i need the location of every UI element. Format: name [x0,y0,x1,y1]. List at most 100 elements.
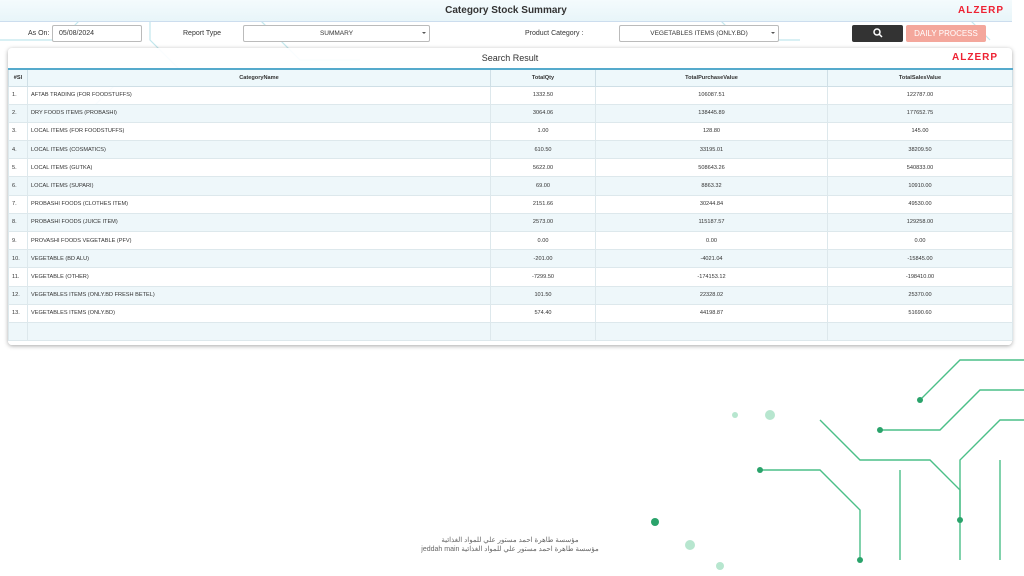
table-cell: 0.00 [490,230,596,251]
table-cell: DRY FOODS ITEMS (PROBASHI) [27,103,491,123]
daily-process-button[interactable]: DAILY PROCESS [906,25,986,42]
panel-logo: ALZERP [952,52,998,63]
table-cell [827,321,1013,342]
table-cell: VEGETABLES ITEMS (ONLY.BD FRESH BETEL) [27,285,491,305]
table-cell: PROBASHI FOODS (CLOTHES ITEM) [27,194,491,214]
table-cell: 30244.84 [595,194,828,214]
table-cell: 0.00 [595,230,828,251]
table-cell: AFTAB TRADING (FOR FOODSTUFFS) [27,85,491,105]
table-cell: 9. [8,230,28,251]
table-cell: 33195.01 [595,140,828,160]
table-cell: 101.50 [490,285,596,305]
table-cell: 7. [8,194,28,214]
table-cell: 574.40 [490,303,596,323]
table-cell: 128.80 [595,121,828,142]
footer-line: مؤسسة طاهرة احمد مستور علي للمواد الغذائ… [441,537,579,544]
table-cell: -15845.00 [827,249,1013,269]
table-cell: 2151.66 [490,194,596,214]
table-cell: 508643.26 [595,158,828,178]
table-cell: 51690.60 [827,303,1013,323]
page-title: Category Stock Summary [445,5,567,16]
table-row: 1. AFTAB TRADING (FOR FOODSTUFFS) 1332.50 1… [8,85,1013,105]
table-cell: LOCAL ITEMS (GUTKA) [27,158,491,178]
table-cell: PROBASHI FOODS (JUICE ITEM) [27,212,491,233]
table-cell: 1.00 [490,121,596,142]
footer-line: مؤسسة طاهرة احمد مستور علي للمواد الغذائ… [421,546,599,553]
table-row: 3. LOCAL ITEMS (FOR FOODSTUFFS) 1.00 128.80… [8,121,1013,142]
search-icon [872,28,883,38]
date-input[interactable]: 05/08/2024 [52,25,142,42]
table-cell: -201.00 [490,249,596,269]
header-row: #Sl CategoryName TotalQty TotalPurchaseValu… [8,68,1013,87]
table-cell: 540833.00 [827,158,1013,178]
table-row: 11. VEGETABLE (OTHER) -7299.50 -174153.12 -1… [8,267,1013,287]
table-cell: 22328.02 [595,285,828,305]
table-cell: LOCAL ITEMS (SUPARI) [27,176,491,196]
table-row: 9. PROVASHI FOODS VEGETABLE (PFV) 0.00 0.00… [8,230,1013,251]
report-type-label: Report Type [183,30,222,37]
table-cell: 12. [8,285,28,305]
table-cell: 25370.00 [827,285,1013,305]
table-cell: 3. [8,121,28,142]
table-cell: 106087.51 [595,85,828,105]
table-row: 6. LOCAL ITEMS (SUPARI) 69.00 8863.32 10910.… [8,176,1013,196]
product-category-select[interactable]: VEGETABLES ITEMS (ONLY.BD) [619,25,779,42]
table-cell: VEGETABLES ITEMS (ONLY.BD) [27,303,491,323]
table-cell: -4021.04 [595,249,828,269]
table-cell: 2. [8,103,28,123]
table-cell [27,321,491,342]
table-cell: VEGETABLE (BD ALU) [27,249,491,269]
table-cell [8,321,28,342]
table-row: 13. VEGETABLES ITEMS (ONLY.BD) 574.40 44198… [8,303,1013,323]
table-cell: 5622.00 [490,158,596,178]
report-type-select[interactable]: SUMMARY [243,25,430,42]
table-cell: -198410.00 [827,267,1013,287]
table-cell: 38209.50 [827,140,1013,160]
table-cell: 10. [8,249,28,269]
table-cell: 129258.00 [827,212,1013,233]
logo: ALZERP [958,5,1004,16]
as-on-label: As On: [28,30,50,37]
table-cell: 10910.00 [827,176,1013,196]
result-table: #Sl CategoryName TotalQty TotalPurchaseValu… [8,68,1013,342]
table-cell: 8863.32 [595,176,828,196]
table-cell: 4. [8,140,28,160]
table-cell: 11. [8,267,28,287]
table-cell: 2573.00 [490,212,596,233]
table-row: 10. VEGETABLE (BD ALU) -201.00 -4021.04 -158… [8,249,1013,269]
dropdown-arrow [422,32,775,34]
result-panel: Search Result ALZERP #Sl CategoryName Tota… [8,48,1013,345]
table-cell: 6. [8,176,28,196]
table-row: 4. LOCAL ITEMS (COSMATICS) 610.50 33195.01 3… [8,140,1013,160]
table-cell: 115187.57 [595,212,828,233]
table-cell: 13. [8,303,28,323]
table-cell: 49530.00 [827,194,1013,214]
table-cell: PROVASHI FOODS VEGETABLE (PFV) [27,230,491,251]
table-cell: 69.00 [490,176,596,196]
table-cell: 8. [8,212,28,233]
empty-row [8,321,1013,342]
column-header: TotalSalesValue [827,68,1013,87]
table-cell: 1332.50 [490,85,596,105]
table-cell: 5. [8,158,28,178]
table-cell: 610.50 [490,140,596,160]
table-row: 12. VEGETABLES ITEMS (ONLY.BD FRESH BETEL… [8,285,1013,305]
table-cell: 122787.00 [827,85,1013,105]
table-cell [490,321,596,342]
table-cell [595,321,828,342]
table-cell: 177652.75 [827,103,1013,123]
panel-title: Search Result [481,53,539,63]
table-cell: VEGETABLE (OTHER) [27,267,491,287]
table-cell: 145.00 [827,121,1013,142]
search-button[interactable] [852,25,903,42]
table-row: 5. LOCAL ITEMS (GUTKA) 5622.00 508643.26 540… [8,158,1013,178]
table-cell: 3064.06 [490,103,596,123]
table-row: 8. PROBASHI FOODS (JUICE ITEM) 2573.00 1151… [8,212,1013,233]
table-cell: 1. [8,85,28,105]
table-cell: -7299.50 [490,267,596,287]
product-category-label: Product Category : [525,30,584,37]
table-cell: 44198.87 [595,303,828,323]
table-cell: LOCAL ITEMS (FOR FOODSTUFFS) [27,121,491,142]
table-cell: 138445.89 [595,103,828,123]
